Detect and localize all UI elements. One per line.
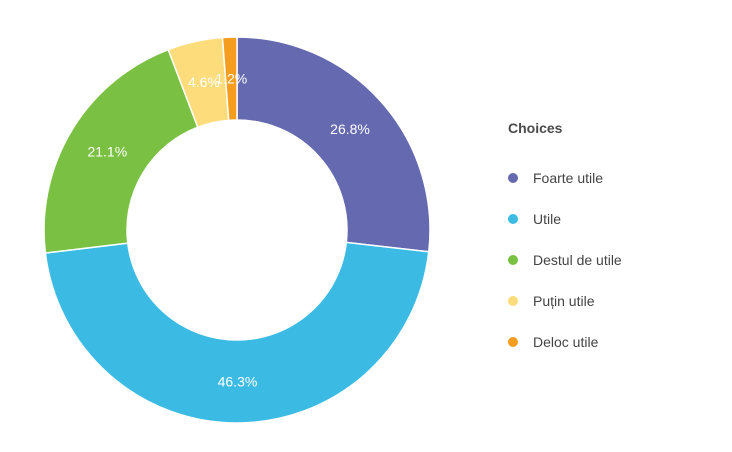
legend-label: Puțin utile [533, 292, 595, 309]
legend-item-foarte-utile[interactable]: Foarte utile [508, 157, 622, 198]
data-label-putin-utile: 4.6% [188, 74, 220, 90]
legend-title: Choices [508, 120, 563, 136]
slice-destul-de-utile[interactable] [43, 48, 199, 254]
data-label-destul-de-utile: 21.1% [87, 144, 127, 160]
legend-item-utile[interactable]: Utile [508, 198, 622, 239]
legend-item-destul-de-utile[interactable]: Destul de utile [508, 239, 622, 280]
slice-utile[interactable] [44, 241, 430, 424]
legend: Choices Foarte utile Utile Destul de uti… [508, 120, 622, 362]
legend-label: Foarte utile [533, 169, 604, 186]
legend-item-deloc-utile[interactable]: Deloc utile [508, 321, 622, 362]
legend-marker [508, 254, 518, 265]
legend-label: Deloc utile [533, 333, 599, 350]
legend-marker [508, 336, 518, 347]
legend-label: Utile [533, 210, 562, 227]
slice-deloc-utile[interactable] [221, 36, 238, 122]
legend-marker [508, 295, 518, 306]
legend-label: Destul de utile [533, 251, 622, 268]
data-label-deloc-utile: 1.2% [215, 71, 247, 87]
legend-marker [508, 172, 518, 183]
legend-item-putin-utile[interactable]: Puțin utile [508, 280, 622, 321]
slice-foarte-utile[interactable] [236, 36, 431, 253]
data-label-foarte-utile: 26.8% [330, 121, 370, 137]
data-label-utile: 46.3% [218, 373, 258, 389]
legend-marker [508, 213, 518, 224]
